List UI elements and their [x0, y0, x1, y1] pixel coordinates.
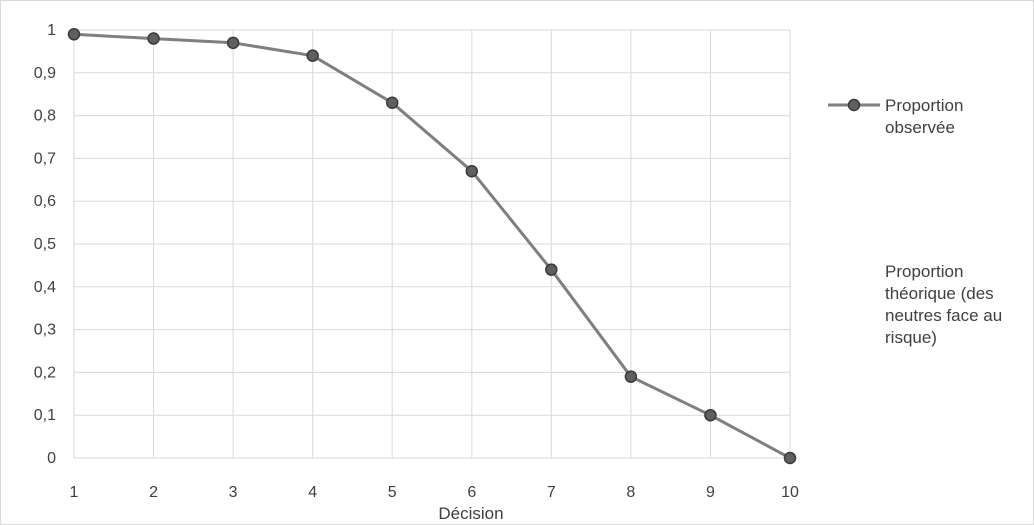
x-tick-label: 4: [308, 484, 317, 501]
y-tick-label: 0,6: [34, 193, 56, 210]
y-tick-label: 0,5: [34, 236, 56, 253]
data-point: [465, 164, 479, 178]
data-point: [385, 96, 399, 110]
x-tick-label: 10: [781, 484, 799, 501]
y-tick-label: 0,3: [34, 322, 56, 339]
legend-entry-line: Proportion: [885, 262, 963, 281]
legend-entry-line: observée: [885, 118, 955, 137]
legend-entry-line: risque): [885, 328, 937, 347]
y-tick-label: 0,7: [34, 150, 56, 167]
grid-lines: [73, 29, 791, 459]
legend-entry-line: théorique (des: [885, 284, 994, 303]
data-point: [783, 451, 797, 465]
data-point: [67, 28, 81, 41]
legend-entry-label: Proportion observée: [885, 96, 963, 137]
legend-entry-label: Proportion théorique (des neutres face au r…: [885, 262, 1002, 347]
series-layer: [67, 28, 797, 465]
y-tick-label: 0,1: [34, 407, 56, 424]
y-tick-label: 0: [47, 450, 56, 467]
data-point: [226, 36, 240, 50]
legend: Proportion observée Proportion théorique (d…: [828, 96, 1002, 347]
legend-entry-line: Proportion: [885, 96, 963, 115]
y-tick-label: 0,2: [34, 364, 56, 381]
x-tick-label: 7: [547, 484, 556, 501]
x-tick-label: 9: [706, 484, 715, 501]
data-point: [306, 49, 319, 62]
x-tick-label: 1: [70, 484, 79, 501]
y-tick-label: 0,8: [34, 108, 56, 125]
y-tick-label: 0,4: [34, 279, 56, 296]
x-tick-label: 6: [467, 484, 476, 501]
x-axis-title: Décision: [438, 504, 503, 523]
legend-point-marker: [847, 98, 861, 112]
data-point: [147, 32, 160, 45]
x-tick-label: 5: [388, 484, 397, 501]
data-point: [545, 263, 558, 276]
y-tick-label: 1: [47, 22, 56, 39]
y-tick-label: 0,9: [34, 65, 56, 82]
y-axis-tick-labels: 0 0,1 0,2 0,3 0,4 0,5 0,6 0,7 0,8 0,9 1: [34, 22, 56, 467]
legend-entry-line: neutres face au: [885, 306, 1002, 325]
data-point: [624, 370, 638, 383]
x-tick-label: 2: [149, 484, 158, 501]
x-tick-label: 8: [626, 484, 635, 501]
x-axis-tick-labels: 1 2 3 4 5 6 7 8 9 10: [70, 484, 799, 501]
series-line: [73, 32, 791, 460]
x-tick-label: 3: [229, 484, 238, 501]
data-point: [704, 408, 717, 422]
